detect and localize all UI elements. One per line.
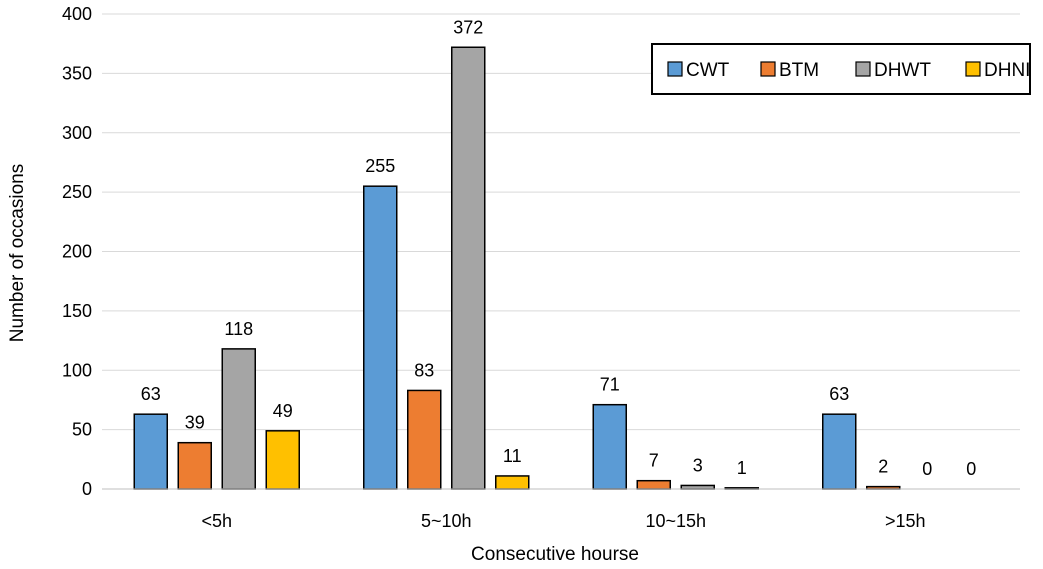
data-label: 0 (966, 459, 976, 479)
bar (680, 484, 715, 490)
bar (363, 185, 398, 490)
bar (592, 403, 627, 490)
x-axis-ticks: <5h 5~10h 10~15h >15h (201, 511, 925, 531)
data-label: 39 (185, 413, 205, 433)
data-label: 63 (141, 384, 161, 404)
bar (636, 479, 671, 490)
data-label: 3 (693, 455, 703, 475)
data-label: 49 (273, 401, 293, 421)
y-tick-label: 250 (62, 182, 92, 202)
data-label: 255 (365, 156, 395, 176)
bar (451, 46, 486, 490)
data-label: 83 (414, 360, 434, 380)
legend-label: DHNI (984, 60, 1030, 81)
bar (133, 413, 168, 490)
y-axis-title: Number of occasions (7, 164, 28, 342)
data-label: 7 (649, 451, 659, 471)
x-tick-label: >15h (885, 511, 926, 531)
y-axis-ticks: 0 50 100 150 200 250 300 350 400 (62, 4, 92, 499)
y-tick-label: 200 (62, 242, 92, 262)
data-label: 372 (453, 17, 483, 37)
bar (177, 441, 212, 490)
data-label: 1 (737, 458, 747, 478)
x-tick-label: 5~10h (421, 511, 472, 531)
x-tick-label: 10~15h (645, 511, 706, 531)
legend-swatch (667, 61, 683, 77)
data-label: 11 (503, 446, 522, 466)
bar (495, 475, 530, 490)
data-label: 63 (829, 384, 849, 404)
data-label: 2 (878, 457, 888, 477)
y-tick-label: 150 (62, 301, 92, 321)
bars (133, 46, 901, 490)
y-tick-label: 400 (62, 4, 92, 24)
x-axis-title: Consecutive hourse (471, 544, 639, 565)
data-label: 71 (600, 375, 620, 395)
data-label: 118 (224, 319, 253, 339)
legend: CWT BTM DHWT DHNI (651, 43, 1031, 95)
legend-label: CWT (686, 60, 730, 81)
legend-swatch (760, 61, 776, 77)
data-labels: 63 39 118 49 255 83 372 11 71 7 3 1 63 2 0 0 (141, 17, 977, 479)
legend-label: DHWT (874, 60, 931, 81)
data-label: 0 (922, 459, 932, 479)
legend-label: BTM (779, 60, 819, 81)
bar (265, 430, 300, 490)
bar (822, 413, 857, 490)
y-tick-label: 100 (62, 360, 92, 380)
y-tick-label: 350 (62, 63, 92, 83)
legend-swatch (965, 61, 981, 77)
legend-swatch (855, 61, 871, 77)
bar (407, 389, 442, 490)
y-tick-label: 300 (62, 123, 92, 143)
x-tick-label: <5h (201, 511, 232, 531)
bar (221, 348, 256, 490)
y-tick-label: 50 (72, 420, 92, 440)
y-tick-label: 0 (82, 479, 92, 499)
